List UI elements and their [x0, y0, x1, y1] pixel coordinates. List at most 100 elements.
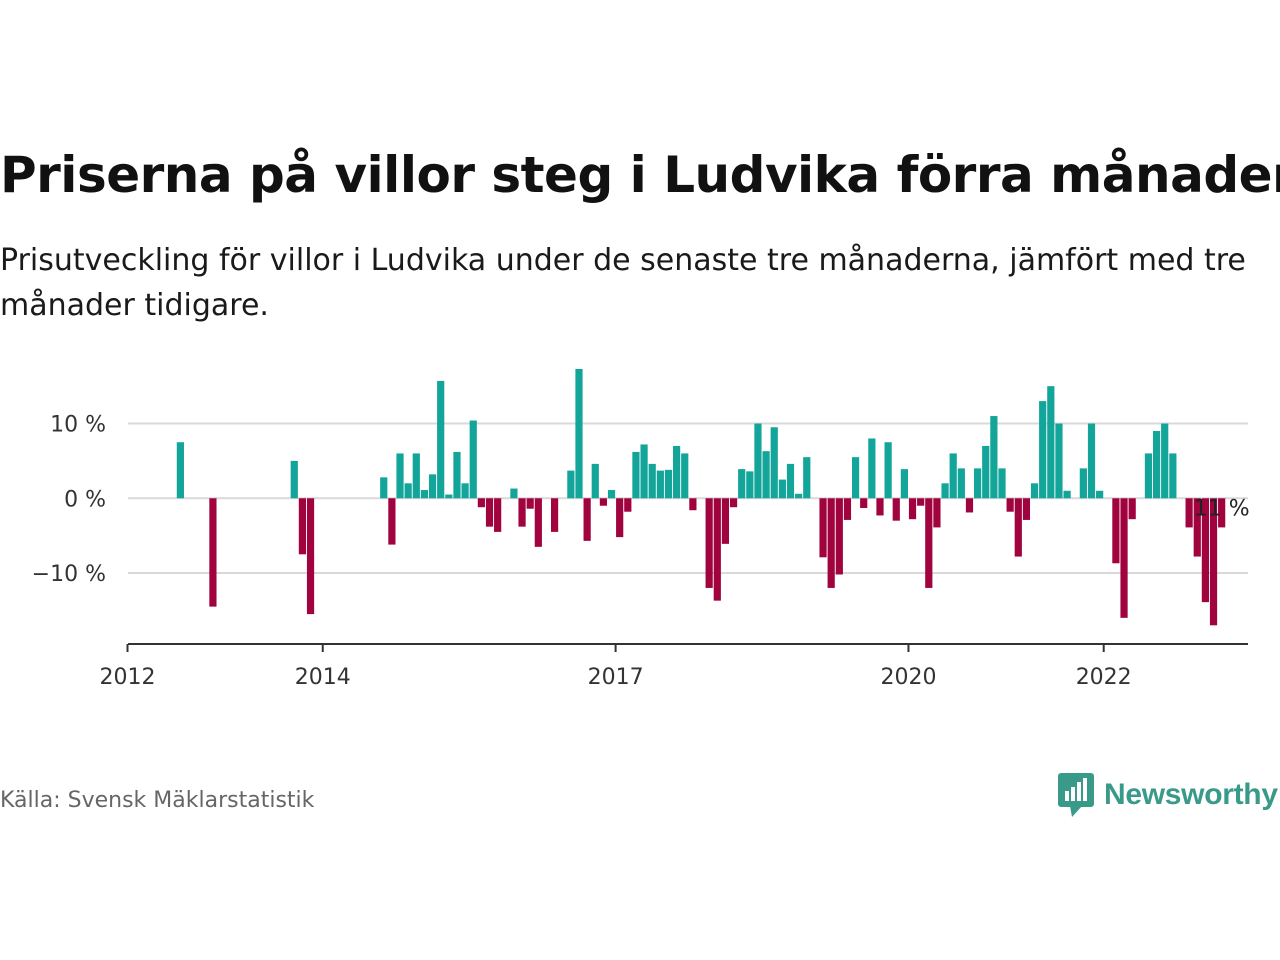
bar: [1209, 498, 1218, 626]
bar: [485, 498, 494, 527]
bar: [762, 451, 770, 499]
bar: [876, 498, 884, 516]
bar: [746, 471, 754, 499]
bar: [616, 498, 624, 538]
grid-lines: [128, 422, 1248, 574]
bar: [664, 469, 673, 499]
bar: [949, 453, 957, 499]
bar: [445, 494, 453, 499]
bar: [607, 490, 616, 499]
bar: [965, 498, 974, 513]
bar: [575, 368, 583, 499]
bar: [209, 498, 217, 607]
x-tick-label: 2017: [588, 665, 644, 690]
bar: [892, 498, 900, 521]
x-tick-label: 2022: [1076, 665, 1132, 690]
bar: [673, 445, 681, 499]
bar: [404, 483, 412, 499]
bar: [420, 490, 429, 499]
y-tick-label: 10 %: [50, 413, 106, 438]
bar: [941, 483, 949, 499]
bar: [534, 498, 542, 547]
bar: [518, 498, 526, 527]
chart-labels: 10 % 0 % −10 % 2012 2014 2017 2020 2022 11 %: [32, 413, 1250, 690]
bar: [868, 438, 876, 499]
axes: [126, 643, 1248, 652]
bar: [917, 498, 925, 506]
bar: [632, 451, 640, 499]
bar: [827, 498, 835, 588]
bar: [778, 479, 786, 499]
y-tick-label: −10 %: [32, 562, 106, 587]
bar: [1030, 483, 1039, 499]
bar: [396, 453, 404, 499]
bar: [591, 463, 599, 499]
x-tick-label: 2020: [880, 665, 936, 690]
bar: [1120, 498, 1128, 618]
bar: [998, 468, 1006, 499]
bar: [1144, 453, 1153, 499]
bar: [1055, 423, 1063, 499]
bar: [648, 463, 656, 499]
bar: [176, 442, 184, 499]
bar: [567, 470, 575, 499]
bar: [1096, 490, 1104, 499]
bar: [380, 477, 388, 499]
bar: [599, 498, 607, 506]
bar: [453, 451, 461, 499]
bar: [1022, 498, 1031, 520]
bar: [1161, 423, 1169, 499]
bar: [933, 498, 941, 528]
bar: [705, 498, 713, 588]
bar: [729, 498, 738, 508]
brand-name: Newsworthy: [1104, 778, 1278, 811]
bar: [738, 469, 746, 499]
bar: [754, 423, 762, 499]
bar: [786, 463, 795, 499]
bar: [298, 498, 306, 555]
bar: [388, 498, 396, 545]
bar: [795, 493, 803, 499]
bar: [843, 498, 852, 520]
bar: [461, 483, 469, 499]
bar: [957, 468, 965, 499]
bar: [1047, 386, 1055, 499]
bar: [982, 445, 990, 499]
bar: [583, 498, 591, 541]
bar: [925, 498, 933, 588]
bar: [900, 469, 908, 499]
bar: [1014, 498, 1022, 557]
bar: [428, 474, 437, 499]
bar: [1169, 453, 1177, 499]
bar: [770, 427, 778, 499]
bar: [290, 460, 298, 499]
bar: [689, 498, 697, 511]
bar: [526, 498, 534, 509]
bar: [1006, 498, 1014, 512]
bar: [990, 416, 998, 499]
last-value-label: 11 %: [1194, 496, 1250, 521]
bar-series: [176, 368, 1226, 626]
bar: [1039, 401, 1047, 499]
bar: [656, 470, 664, 499]
chart-title: Priserna på villor steg i Ludvika förra …: [0, 146, 1280, 204]
newsworthy-logo: Newsworthy: [1058, 772, 1278, 818]
bar: [835, 498, 843, 575]
bar: [974, 468, 982, 499]
x-tick-label: 2014: [295, 665, 351, 690]
chart-subtitle: Prisutveckling för villor i Ludvika unde…: [0, 243, 1246, 323]
bar: [803, 457, 811, 499]
bar: [681, 453, 689, 499]
bar: [819, 498, 827, 558]
bar: [1063, 490, 1071, 499]
source-note: Källa: Svensk Mäklarstatistik: [0, 788, 315, 813]
bar: [494, 498, 502, 532]
bar: [1112, 498, 1120, 564]
bar-chart-speech-bubble-icon: [1058, 773, 1094, 817]
bar: [884, 442, 892, 499]
bar: [908, 498, 917, 520]
bar: [1128, 498, 1136, 520]
bar: [510, 488, 518, 499]
bar: [1185, 498, 1193, 528]
bar: [437, 380, 445, 499]
